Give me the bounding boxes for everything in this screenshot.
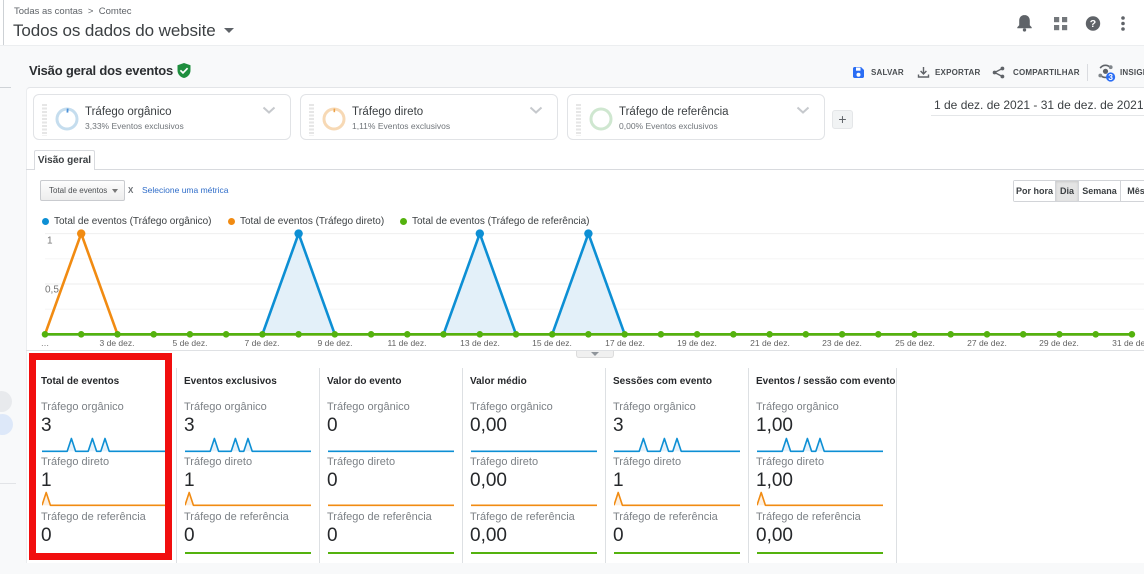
svg-text:1: 1 [47,236,53,247]
svg-text:?: ? [1090,18,1096,30]
svg-text:3: 3 [1108,72,1113,82]
svg-text:0,5: 0,5 [45,285,59,296]
